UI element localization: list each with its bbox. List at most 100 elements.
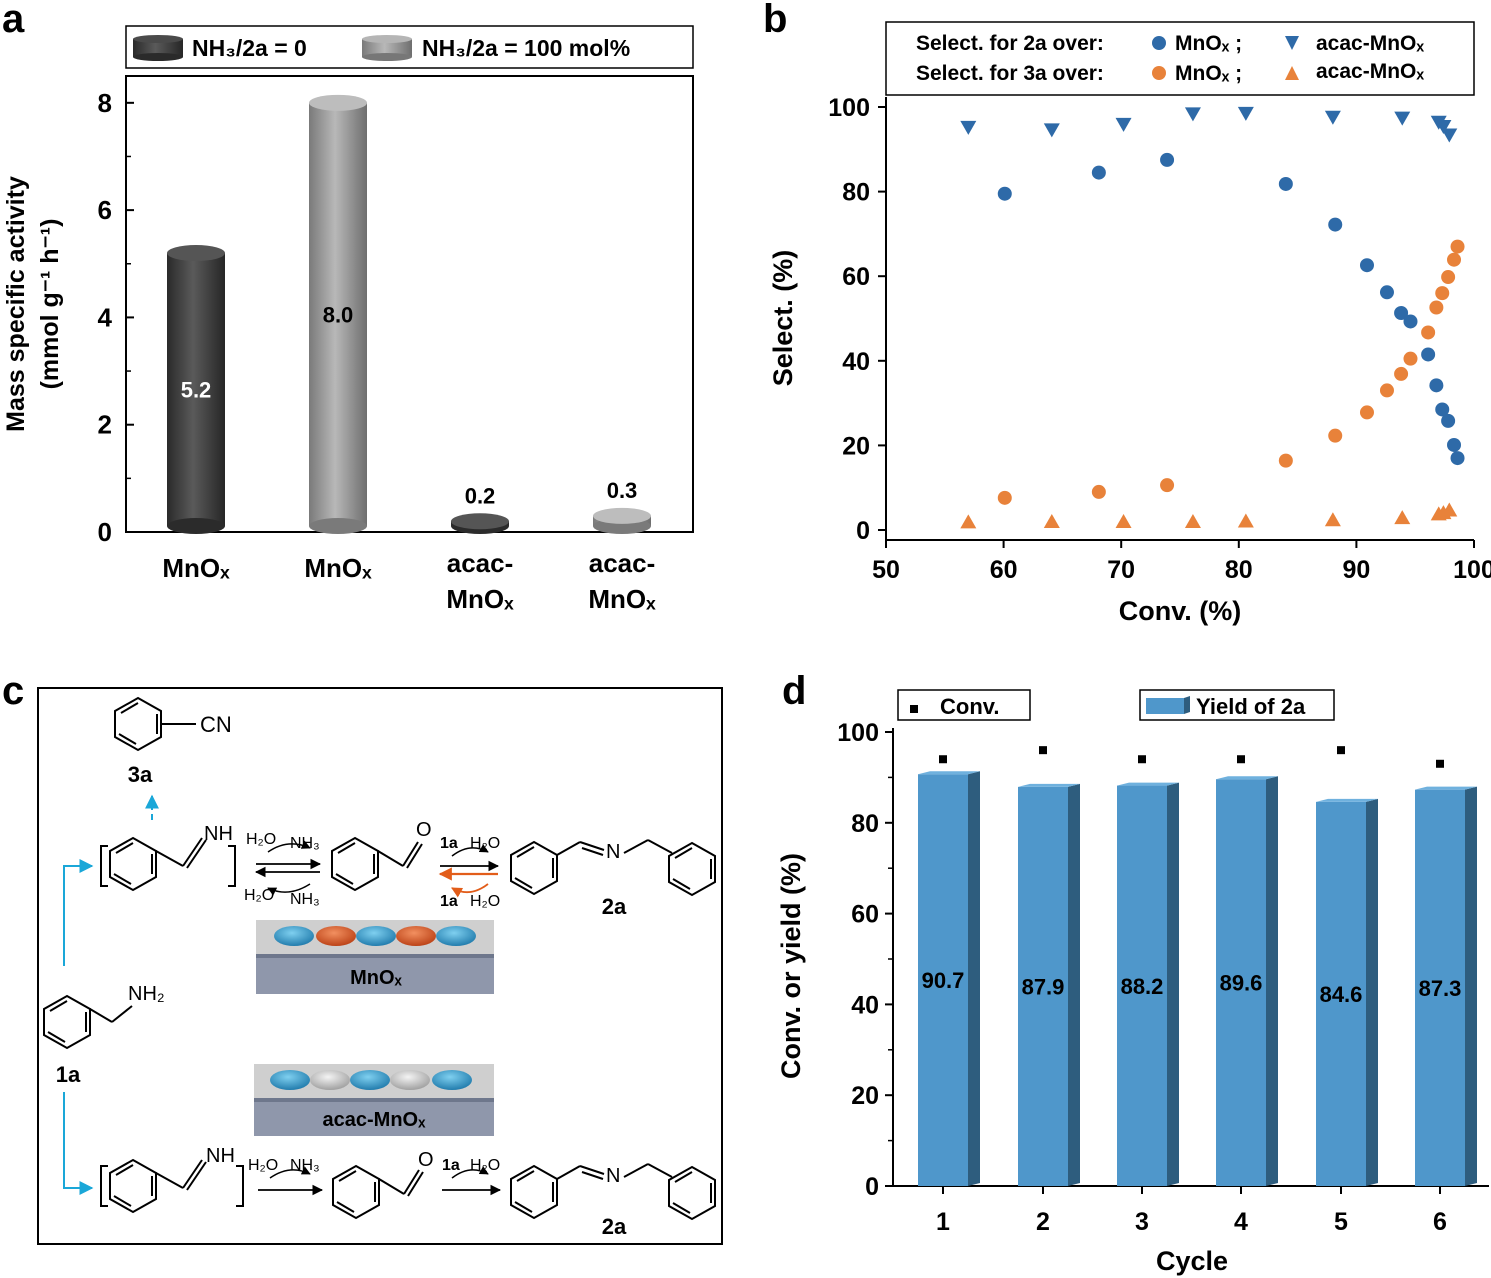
chart-a-bar-label: 0.2 xyxy=(465,483,496,508)
chart-b-point xyxy=(1394,111,1411,126)
chart-b-point xyxy=(1379,285,1394,300)
chart-d-xtick-label: 1 xyxy=(936,1208,950,1236)
chart-a-bar-label: 0.3 xyxy=(607,478,638,503)
site-dome-blue xyxy=(356,926,396,946)
chart-d-bar-side xyxy=(1366,798,1378,1186)
chart-d-bar-side xyxy=(968,771,980,1186)
chart-b-point xyxy=(1091,484,1106,499)
chart-b-point xyxy=(1429,378,1444,393)
chart-b-legend-box xyxy=(885,21,1475,96)
chart-b-point xyxy=(1237,106,1254,121)
chart-a-ytick-label: 4 xyxy=(98,302,113,332)
bottom-imine-product-structure xyxy=(510,1163,716,1221)
chart-d-bar: 87.92 xyxy=(1018,746,1080,1236)
chart-a-bar: 8.0 xyxy=(309,94,367,534)
chart-a-ylabel-line2: (mmol g⁻¹ h⁻¹) xyxy=(36,219,64,390)
chart-d-bar-front xyxy=(1018,786,1068,1186)
chart-b-point xyxy=(1421,347,1436,362)
chart-b-point xyxy=(1184,107,1201,122)
chart-b-point xyxy=(1441,413,1456,428)
chart-b-point xyxy=(1324,512,1341,527)
chart-b-point xyxy=(1115,513,1132,528)
chart-d-ylabel: Conv. or yield (%) xyxy=(776,853,806,1079)
chart-d-bar: 90.71 xyxy=(918,755,980,1236)
chart-d-bar-top xyxy=(1117,782,1179,786)
chart-a-ytick-label: 2 xyxy=(98,410,112,440)
chart-d-bar: 84.65 xyxy=(1316,746,1378,1236)
chart-d-legend-yield-label: Yield of 2a xyxy=(1196,694,1306,719)
chart-d-bar: 87.36 xyxy=(1415,759,1477,1236)
chart-b-point xyxy=(1450,451,1465,466)
chart-d-bar-label: 90.7 xyxy=(922,968,965,993)
chart-b-point xyxy=(1328,217,1343,232)
chart-b-point xyxy=(1421,325,1436,340)
chart-b-point xyxy=(960,120,977,135)
forward-arrow-bottom-1 xyxy=(258,1166,324,1196)
reagent-1a-top-1: 1a xyxy=(440,835,458,852)
chart-a-bar: 0.2 xyxy=(451,483,509,534)
chart-a-category-label: MnOₓ xyxy=(162,553,230,583)
chart-d-conv-point xyxy=(939,755,947,764)
chart-d-bar: 89.64 xyxy=(1216,755,1278,1236)
chart-a-bar-base xyxy=(167,518,225,534)
chart-d-ytick-label: 40 xyxy=(851,991,879,1019)
chart-d-xtick-label: 6 xyxy=(1433,1208,1447,1236)
chart-d-xtick-label: 4 xyxy=(1234,1208,1248,1236)
forward-arrow-bottom-2 xyxy=(442,1166,502,1196)
chart-d-bar-side xyxy=(1266,776,1278,1186)
chart-b-point xyxy=(1441,128,1458,143)
chart-b-xtick-label: 100 xyxy=(1453,556,1491,584)
chart-b-point xyxy=(1394,306,1409,321)
benzylamine-structure xyxy=(43,994,133,1050)
arrow-1a-to-bottom-route xyxy=(63,1092,94,1195)
chart-d-conv-point xyxy=(1337,746,1345,755)
chart-b-ytick-label: 40 xyxy=(842,348,870,376)
chart-b-legend-marker-1 xyxy=(1285,36,1299,50)
chart-d-bar-front xyxy=(1316,801,1366,1186)
panel-label-c: c xyxy=(2,669,24,713)
chart-b-ytick-label: 20 xyxy=(842,432,870,460)
chart-a-bar-cap xyxy=(451,513,509,530)
mnox-plate-label: MnOₓ xyxy=(350,967,402,989)
arrow-1a-to-top-route xyxy=(63,859,94,966)
chart-d-bar-front xyxy=(1415,789,1465,1186)
chart-a-legend-swatch-0 xyxy=(133,39,183,57)
o-top: O xyxy=(416,819,432,841)
site-dome-blue xyxy=(432,1070,472,1090)
benzonitrile-structure xyxy=(114,696,196,752)
chart-d-legend-yield-swatch-side xyxy=(1184,696,1190,714)
chart-d-bar-top xyxy=(1316,798,1378,802)
chart-b-ytick-label: 60 xyxy=(842,263,870,291)
chart-a-bar-cap xyxy=(309,94,367,111)
chart-d-xlabel: Cycle xyxy=(1156,1246,1228,1276)
chart-b-point xyxy=(1403,314,1418,329)
chart-b-point xyxy=(1278,453,1293,468)
h2o-top-2: H₂O xyxy=(244,887,274,904)
chart-b-point xyxy=(1403,351,1418,366)
chart-b-point xyxy=(1115,117,1132,132)
o-bottom: O xyxy=(418,1149,434,1171)
chart-a-bar-base xyxy=(309,518,367,534)
site-dome-blue xyxy=(436,926,476,946)
chart-a-bar-label: 5.2 xyxy=(181,378,212,403)
chart-b-point xyxy=(1441,270,1456,285)
chart-b: 0 20 40 60 80 100 50 60 70 80 90 100 Conv. (%) Sele… xyxy=(768,21,1491,626)
chart-d-ytick-label: 20 xyxy=(851,1082,879,1110)
cn-label: CN xyxy=(200,712,232,737)
chart-d-bar-front xyxy=(1216,779,1266,1186)
reagent-1a-bottom: 1a xyxy=(442,1157,460,1174)
chart-d-bar-front xyxy=(1117,785,1167,1186)
label-3a: 3a xyxy=(128,762,153,787)
chart-d-conv-point xyxy=(1039,746,1047,755)
h2o-top-1: H₂O xyxy=(246,831,276,848)
nh3-bottom-1: NH₃ xyxy=(290,1157,320,1174)
chart-b-point xyxy=(960,514,977,529)
chart-b-xtick-label: 90 xyxy=(1342,556,1370,584)
panel-label-d: d xyxy=(782,669,806,713)
chart-a-legend-swatch-0-bottom xyxy=(133,53,183,61)
chart-b-ytick-label: 0 xyxy=(856,517,870,545)
panel-label-b: b xyxy=(763,0,787,41)
scheme-frame xyxy=(37,687,723,1245)
chart-b-point xyxy=(1447,252,1462,267)
chart-a-ylabel-line1: Mass specific activity xyxy=(2,176,30,432)
